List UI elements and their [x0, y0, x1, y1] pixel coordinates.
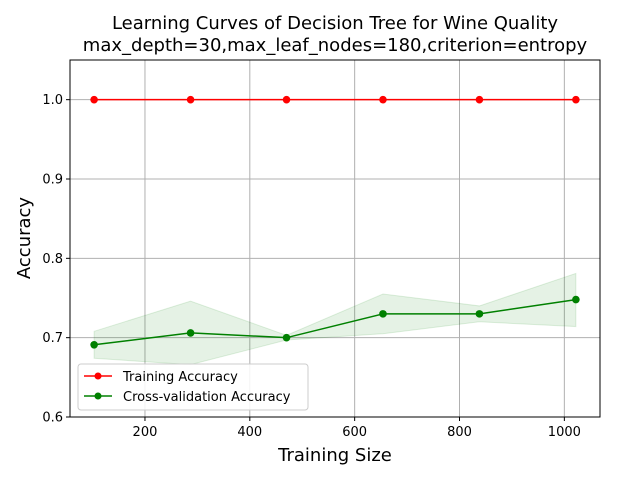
data-point — [475, 310, 484, 318]
data-point — [379, 310, 387, 318]
y-axis-ticks: 0.6 0.7 0.8 0.9 1.0 — [42, 93, 70, 426]
legend-marker-cv — [94, 392, 102, 400]
y-tick-label: 0.6 — [42, 411, 63, 426]
chart-title: Learning Curves of Decision Tree for Win… — [112, 13, 558, 34]
data-point — [282, 95, 291, 104]
legend-label-training: Training Accuracy — [122, 370, 238, 385]
data-point — [572, 295, 580, 304]
y-tick-label: 0.7 — [42, 331, 63, 346]
y-axis-label: Accuracy — [14, 197, 35, 280]
data-point — [90, 341, 98, 349]
x-tick-label: 600 — [342, 425, 367, 440]
x-axis-label: Training Size — [277, 445, 392, 466]
data-point — [379, 95, 387, 104]
series-lines — [94, 98, 576, 346]
data-point — [186, 95, 195, 104]
y-tick-label: 0.9 — [42, 173, 63, 188]
plot-frame — [69, 59, 601, 418]
data-point — [90, 95, 98, 104]
series-line-1 — [94, 298, 576, 346]
data-point — [282, 333, 291, 342]
confidence-bands — [93, 99, 577, 366]
grid-lines — [70, 60, 600, 418]
x-tick-label: 1000 — [548, 425, 581, 440]
legend: Training Accuracy Cross-validation Accur… — [77, 363, 309, 411]
y-tick-label: 1.0 — [42, 93, 63, 108]
x-tick-label: 800 — [447, 425, 472, 440]
y-tick-label: 0.8 — [42, 252, 63, 267]
chart-subtitle: max_depth=30,max_leaf_nodes=180,criterio… — [83, 35, 588, 56]
confidence-band-1 — [93, 272, 577, 366]
x-tick-label: 200 — [133, 425, 158, 440]
legend-marker-training — [94, 372, 102, 380]
series-points — [90, 95, 580, 349]
legend-label-cv: Cross-validation Accuracy — [123, 390, 291, 405]
data-point — [186, 329, 195, 337]
data-point — [572, 95, 580, 104]
x-axis-ticks: 200 400 600 800 1000 — [133, 417, 581, 440]
legend-box — [77, 363, 309, 411]
x-tick-label: 400 — [237, 425, 262, 440]
data-point — [475, 95, 484, 104]
